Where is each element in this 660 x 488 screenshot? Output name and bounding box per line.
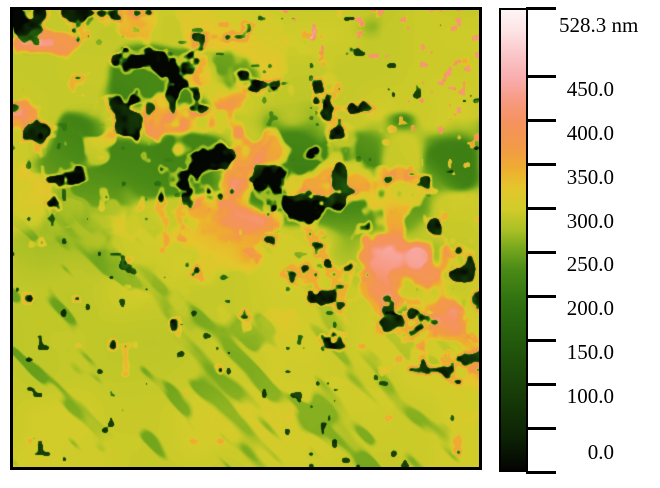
colorbar-tick-label: 0.0 [587, 440, 614, 464]
colorbar-tick [526, 119, 556, 122]
colorbar-tick-label: 100.0 [566, 384, 614, 408]
colorbar-tick [526, 295, 556, 298]
colorbar-max-label: 528.3 nm [559, 13, 639, 37]
colorbar-tick-label: 300.0 [566, 209, 614, 233]
colorbar-tick-label: 400.0 [566, 121, 614, 145]
colorbar-tick-label: 250.0 [566, 252, 614, 276]
colorbar-tick-label: 450.0 [566, 77, 614, 101]
colorbar-tick [526, 251, 556, 254]
colorbar-tick-label: 150.0 [566, 340, 614, 364]
afm-topography-image [13, 10, 479, 467]
colorbar-tick [526, 7, 556, 10]
colorbar-tick [526, 383, 556, 386]
colorbar-tick [526, 163, 556, 166]
colorbar-tick [526, 207, 556, 210]
colorbar-tick [526, 427, 556, 430]
colorbar-tick-label: 350.0 [566, 165, 614, 189]
afm-image-frame [10, 7, 482, 470]
colorbar-tick [526, 339, 556, 342]
colorbar-gradient [499, 8, 528, 472]
colorbar-tick-label: 200.0 [566, 296, 614, 320]
colorbar-tick [526, 471, 556, 474]
colorbar-tick [526, 75, 556, 78]
